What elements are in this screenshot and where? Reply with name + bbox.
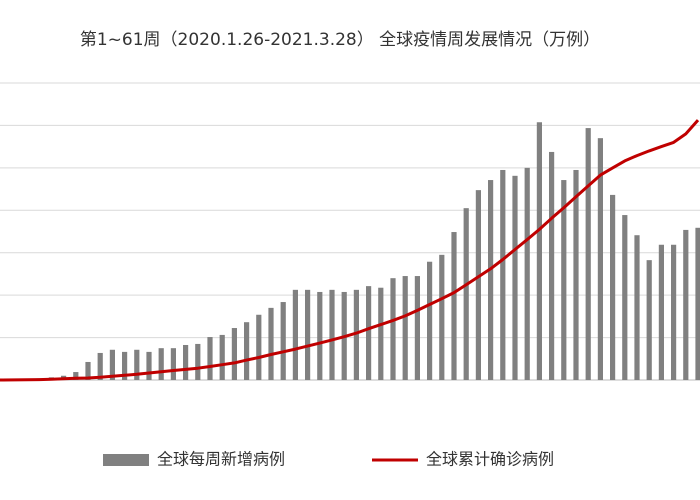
bar [353, 289, 359, 380]
bar [646, 260, 652, 380]
bar [195, 343, 201, 380]
bar [109, 349, 115, 380]
bar [573, 169, 579, 380]
bar [488, 180, 494, 380]
bar [585, 128, 591, 380]
bar [695, 227, 700, 380]
bar [146, 351, 152, 380]
bar [73, 372, 79, 380]
bar [439, 254, 445, 380]
bar [536, 122, 542, 380]
bar [475, 190, 481, 380]
bar [170, 348, 176, 380]
bar [366, 286, 372, 380]
bar [256, 314, 262, 380]
bar [292, 289, 298, 380]
line [0, 119, 700, 382]
legend-label: 全球每周新增病例 [157, 450, 285, 469]
legend-swatch [103, 454, 149, 466]
chart-title: 第1~61周（2020.1.26-2021.3.28） 全球疫情周发展情况（万例… [80, 30, 600, 50]
bar [390, 278, 396, 380]
bar [305, 289, 311, 380]
bar [219, 334, 225, 380]
bar [158, 348, 164, 380]
bar [622, 215, 628, 380]
bar [451, 232, 457, 380]
bar [122, 351, 128, 380]
legend-label: 全球累计确诊病例 [426, 450, 554, 469]
bar [280, 302, 286, 380]
bar [97, 352, 103, 380]
bar [427, 261, 433, 380]
bar [597, 138, 603, 380]
bar [244, 322, 250, 380]
bar [317, 291, 323, 380]
bar [231, 328, 237, 380]
bar [671, 244, 677, 380]
bar [329, 289, 335, 380]
bar [634, 235, 640, 380]
bar [512, 175, 518, 380]
bar [549, 151, 555, 380]
bar [683, 229, 689, 380]
bar [207, 337, 213, 380]
bar [561, 180, 567, 380]
bar [658, 244, 664, 380]
bar [610, 194, 616, 380]
bar [414, 276, 420, 380]
bar [500, 169, 506, 380]
bar [524, 167, 530, 380]
bar [268, 307, 274, 380]
bar [183, 344, 189, 380]
bar [85, 361, 91, 380]
bar [463, 208, 469, 380]
bar [134, 349, 140, 380]
bar [402, 276, 408, 380]
bar [378, 287, 384, 380]
